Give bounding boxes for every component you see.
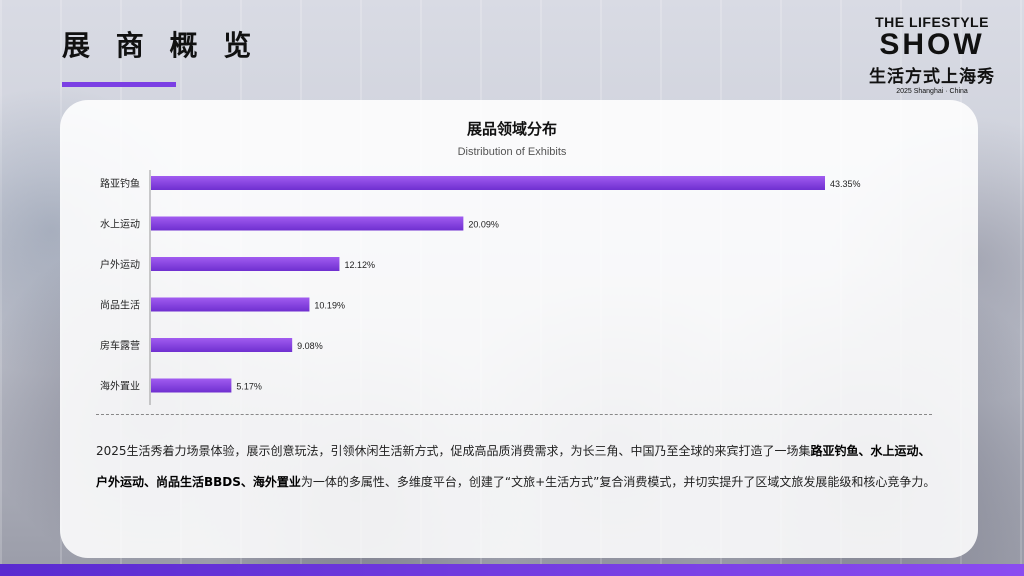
value-label: 5.17%: [236, 382, 262, 392]
value-label: 9.08%: [297, 341, 323, 351]
description-highlight: 路亚钓鱼、水上运动、户外运动、尚品生活BBDS、海外置业: [96, 444, 931, 489]
description-text: 2025生活秀着力场景体验，展示创意玩法，引领休闲生活新方式，促成高品质消费需求…: [96, 436, 936, 498]
title-underline: [62, 82, 176, 87]
bottom-accent-bar: [0, 564, 1024, 576]
logo-line-4: 2025 Shanghai · China: [896, 88, 968, 95]
value-label: 20.09%: [468, 220, 499, 230]
bar: [151, 338, 293, 352]
bar: [151, 378, 232, 393]
value-label: 43.35%: [830, 179, 861, 189]
description-part-2: 为一体的多属性、多维度平台，创建了“文旅+生活方式”复合消费模式，并切实提升了区…: [300, 475, 936, 489]
category-label: 路亚钓鱼: [100, 177, 140, 190]
bar: [151, 176, 825, 190]
logo-line-2: SHOW: [879, 28, 985, 61]
show-logo: THE LIFESTYLE SHOW 生活方式上海秀 2025 Shanghai…: [862, 14, 1002, 95]
section-divider: [96, 414, 932, 415]
logo-line-1: THE LIFESTYLE: [875, 14, 989, 30]
category-label: 尚品生活: [100, 299, 140, 312]
bar: [151, 216, 464, 231]
bar: [151, 257, 340, 271]
chart-subtitle: Distribution of Exhibits: [457, 146, 567, 158]
chart-title: 展品领域分布: [466, 120, 557, 138]
category-label: 户外运动: [100, 258, 140, 271]
value-label: 10.19%: [314, 301, 345, 311]
bar: [151, 297, 310, 312]
page-title: 展 商 概 览: [62, 29, 260, 62]
description-part-1: 2025生活秀着力场景体验，展示创意玩法，引领休闲生活新方式，促成高品质消费需求…: [96, 444, 811, 458]
category-label: 海外置业: [100, 380, 140, 393]
category-label: 水上运动: [100, 219, 140, 231]
value-label: 12.12%: [344, 260, 375, 270]
category-label: 房车露营: [100, 339, 140, 352]
logo-line-3: 生活方式上海秀: [869, 67, 995, 87]
